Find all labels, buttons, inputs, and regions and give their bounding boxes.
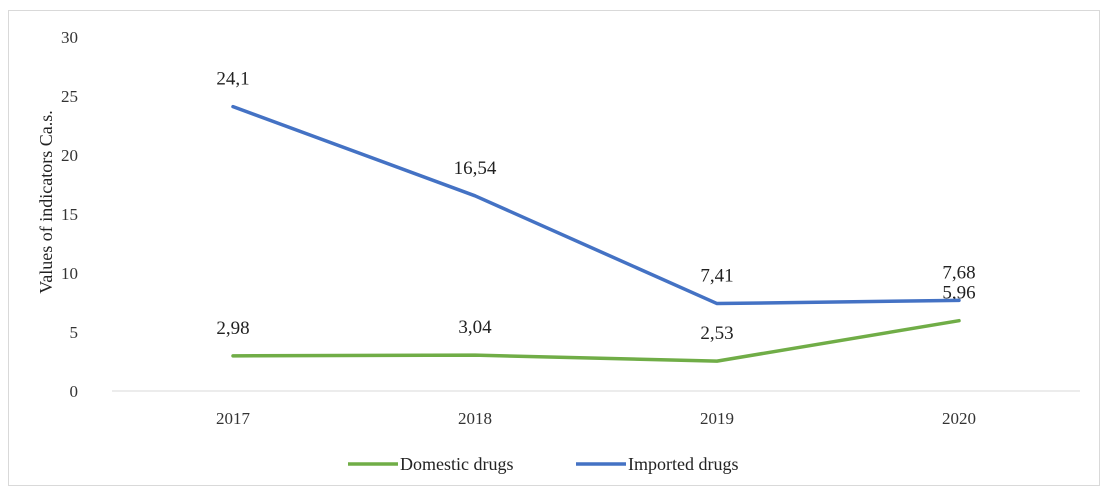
y-tick-label: 30 [61,28,78,47]
x-tick-label: 2020 [942,409,976,428]
data-label: 3,04 [458,317,492,338]
y-tick-label: 25 [61,87,78,106]
chart-frame [8,10,1100,486]
legend-label: Domestic drugs [400,454,513,474]
y-axis-label: Values of indicators Ca.s. [36,110,56,293]
y-tick-label: 15 [61,205,78,224]
data-label: 24,1 [216,69,249,90]
y-tick-label: 5 [70,323,79,342]
data-label: 2,53 [700,323,733,344]
series-line-imported-drugs [231,104,961,306]
y-tick-label: 20 [61,146,78,165]
y-tick-label: 10 [61,264,78,283]
data-label: 7,68 [942,262,975,283]
legend-label: Imported drugs [628,454,738,474]
data-label: 5,96 [942,283,975,304]
series-line-domestic-drugs [231,318,961,363]
x-tick-label: 2019 [700,409,734,428]
x-tick-label: 2018 [458,409,492,428]
data-label: 16,54 [454,158,497,179]
x-tick-label: 2017 [216,409,251,428]
y-tick-label: 0 [70,382,79,401]
data-label: 2,98 [216,318,249,339]
data-label: 7,41 [700,266,733,287]
